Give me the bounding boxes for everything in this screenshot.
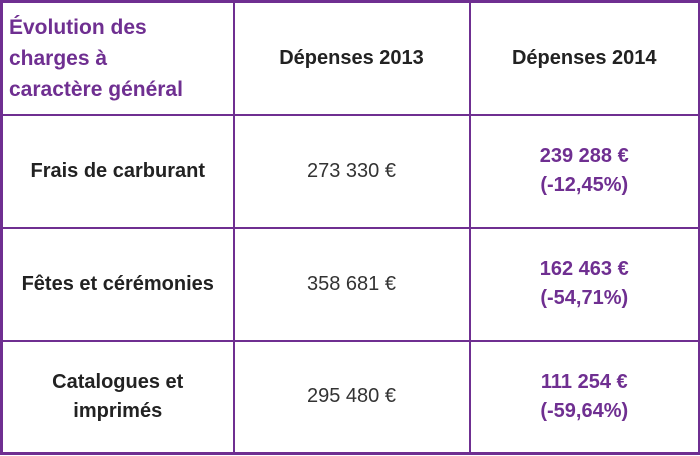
value-2014: 162 463 € [539,258,629,280]
value-2013: 273 330 € [232,113,471,229]
value-2014-cell: 111 254 € (-59,64%) [468,339,700,455]
table-row: Frais de carburant 273 330 € 239 288 € (… [0,113,700,229]
row-label: Frais de carburant [0,113,235,229]
row-label-line: imprimés [73,399,163,422]
table-title-line: caractère général [9,77,183,101]
value-2014-cell: 239 288 € (-12,45%) [468,113,700,229]
change-2014: (-59,64%) [540,399,629,422]
row-label: Catalogues et imprimés [0,339,235,455]
row-label-line: Fêtes et cérémonies [21,272,214,295]
table-title-cell: Évolution des charges à caractère généra… [0,0,235,116]
table-header-row: Évolution des charges à caractère généra… [0,0,700,116]
value-2014-cell: 162 463 € (-54,71%) [468,226,700,342]
table-row: Fêtes et cérémonies 358 681 € 162 463 € … [0,226,700,342]
change-2014: (-54,71%) [540,287,629,309]
value-2014: 111 254 € [540,370,628,393]
value-2014: 239 288 € [539,145,629,167]
value-2013: 358 681 € [232,226,471,342]
change-2014: (-12,45%) [540,174,629,196]
table-title-line: charges à [9,46,108,70]
value-2013: 295 480 € [232,339,471,455]
header-2013: Dépenses 2013 [232,0,471,116]
row-label-line: Frais de carburant [30,159,205,182]
row-label-line: Catalogues et [52,370,184,393]
table-title-line: Évolution des [9,15,147,39]
row-label: Fêtes et cérémonies [0,226,235,342]
header-2014: Dépenses 2014 [468,0,700,116]
table-row: Catalogues et imprimés 295 480 € 111 254… [0,339,700,455]
